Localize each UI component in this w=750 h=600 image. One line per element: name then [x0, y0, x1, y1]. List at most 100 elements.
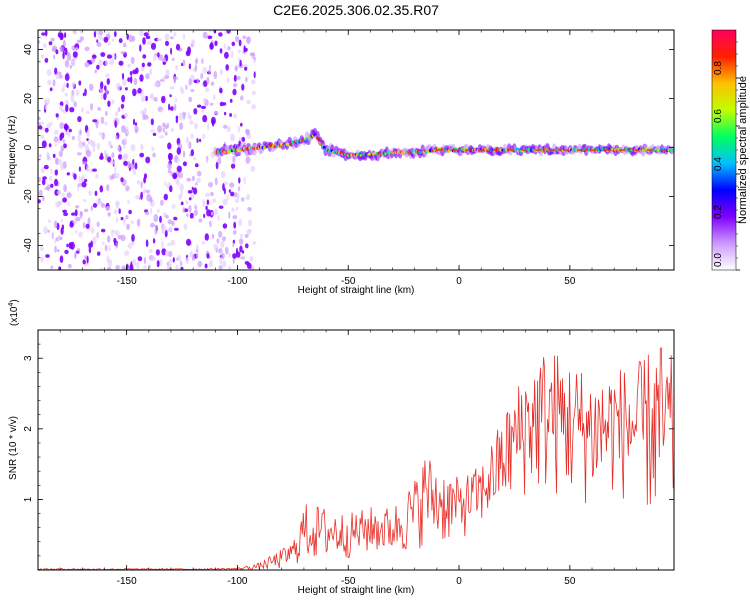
noise-blob — [175, 115, 179, 120]
noise-blob — [41, 140, 47, 149]
noise-blob — [51, 47, 57, 52]
noise-blob — [132, 118, 136, 126]
noise-blob — [217, 157, 222, 165]
noise-blob — [55, 113, 59, 118]
noise-blob — [149, 207, 153, 215]
noise-blob — [239, 238, 244, 245]
noise-blob — [239, 59, 242, 67]
noise-blob — [64, 131, 69, 136]
noise-blob — [114, 165, 117, 173]
noise-blob — [206, 199, 210, 205]
noise-blob — [96, 142, 101, 150]
noise-blob — [162, 122, 166, 128]
noise-blob — [182, 161, 187, 167]
noise-blob — [121, 94, 126, 103]
noise-blob — [46, 151, 50, 158]
noise-blob — [63, 143, 67, 149]
noise-blob — [75, 216, 81, 222]
noise-blob — [222, 223, 228, 229]
noise-blob — [237, 49, 241, 54]
noise-blob — [214, 40, 218, 47]
noise-blob — [232, 230, 237, 235]
noise-blob — [102, 241, 105, 246]
noise-blob — [92, 203, 98, 208]
noise-blob — [153, 214, 159, 222]
noise-blob — [67, 202, 70, 206]
noise-blob — [107, 266, 112, 270]
noise-blob — [157, 52, 160, 58]
noise-blob — [230, 50, 234, 59]
noise-blob — [98, 131, 102, 136]
noise-blob — [179, 183, 184, 191]
noise-blob — [247, 207, 252, 212]
noise-blob — [239, 245, 243, 253]
noise-blob — [143, 107, 148, 115]
noise-blob — [59, 104, 63, 112]
snr-series-line — [38, 346, 674, 570]
noise-blob — [50, 37, 55, 42]
noise-blob — [109, 160, 115, 165]
noise-blob — [114, 135, 118, 140]
noise-blob — [170, 171, 173, 177]
noise-blob — [92, 168, 97, 172]
noise-blob — [191, 39, 196, 46]
noise-blob — [190, 133, 194, 139]
noise-blob — [58, 150, 63, 157]
noise-blob — [197, 104, 202, 108]
noise-blob — [97, 251, 101, 256]
noise-blob — [169, 86, 175, 90]
snr-x-ticks: -150 -100 -50 0 50 — [37, 330, 659, 587]
noise-blob — [115, 265, 120, 270]
noise-blob — [124, 87, 128, 91]
spectrogram-y-label: Frequency (Hz) — [7, 116, 18, 185]
noise-blob — [114, 229, 120, 236]
noise-blob — [57, 158, 63, 165]
noise-blob — [188, 63, 192, 70]
noise-blob — [226, 194, 229, 201]
noise-blob — [164, 181, 167, 186]
noise-blob — [228, 265, 232, 270]
noise-blob — [216, 238, 220, 244]
noise-blob — [127, 200, 130, 204]
noise-blob — [145, 73, 150, 80]
noise-blob — [252, 241, 257, 245]
noise-blob — [47, 79, 52, 86]
noise-blob — [232, 242, 235, 248]
noise-blob — [46, 69, 52, 76]
noise-blob — [105, 110, 108, 116]
colorbar-tick-label: 0.0 — [713, 253, 724, 267]
noise-blob — [150, 118, 154, 126]
noise-blob — [112, 229, 115, 234]
noise-blob — [137, 256, 143, 262]
noise-blob — [236, 206, 239, 211]
noise-blob — [223, 111, 227, 116]
noise-blob — [231, 41, 236, 47]
noise-blob — [106, 54, 113, 59]
colorbar-gradient — [711, 29, 737, 271]
noise-blob — [156, 37, 162, 42]
noise-blob — [240, 233, 244, 238]
noise-blob — [124, 112, 128, 118]
noise-blob — [209, 30, 212, 33]
noise-blob — [232, 88, 237, 96]
noise-blob — [44, 30, 48, 37]
noise-blob — [60, 132, 65, 139]
noise-blob — [41, 32, 46, 36]
noise-blob — [136, 218, 141, 227]
noise-blob — [53, 54, 56, 60]
noise-blob — [106, 255, 110, 263]
noise-blob — [77, 183, 83, 187]
noise-blob — [120, 103, 125, 109]
noise-blob — [77, 248, 81, 252]
noise-blob — [71, 212, 76, 216]
noise-blob — [196, 170, 202, 177]
noise-blob — [236, 251, 241, 258]
noise-blob — [46, 97, 50, 105]
noise-blob — [170, 36, 174, 40]
noise-blob — [68, 128, 72, 133]
x-tick-label: -50 — [341, 576, 356, 587]
noise-blob — [154, 228, 158, 235]
noise-blob — [49, 87, 53, 92]
noise-blob — [176, 165, 182, 173]
noise-blob — [140, 95, 146, 103]
